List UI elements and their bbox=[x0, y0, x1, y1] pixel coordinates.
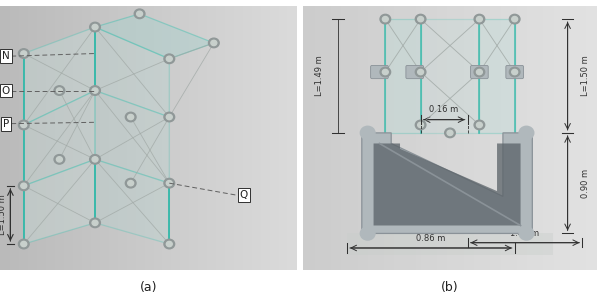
Circle shape bbox=[418, 69, 424, 75]
Circle shape bbox=[164, 112, 175, 122]
Circle shape bbox=[361, 126, 375, 139]
Circle shape bbox=[476, 16, 482, 22]
Circle shape bbox=[415, 120, 426, 130]
Circle shape bbox=[89, 22, 100, 32]
Circle shape bbox=[208, 38, 219, 48]
Circle shape bbox=[476, 69, 482, 75]
Circle shape bbox=[56, 157, 62, 162]
Circle shape bbox=[474, 67, 485, 77]
Polygon shape bbox=[24, 91, 95, 186]
Circle shape bbox=[21, 183, 27, 188]
Polygon shape bbox=[421, 19, 479, 133]
Circle shape bbox=[21, 122, 27, 128]
Circle shape bbox=[474, 120, 485, 130]
Circle shape bbox=[445, 128, 455, 138]
Circle shape bbox=[509, 67, 520, 77]
Circle shape bbox=[418, 16, 424, 22]
Circle shape bbox=[19, 181, 29, 191]
Circle shape bbox=[56, 88, 62, 93]
Circle shape bbox=[89, 218, 100, 228]
Polygon shape bbox=[374, 143, 521, 225]
FancyBboxPatch shape bbox=[470, 65, 488, 78]
FancyBboxPatch shape bbox=[406, 65, 424, 78]
Circle shape bbox=[19, 49, 29, 58]
Circle shape bbox=[166, 241, 172, 247]
Text: 1.42 m: 1.42 m bbox=[511, 229, 539, 238]
Text: (a): (a) bbox=[140, 281, 158, 294]
Text: L=1.49 m: L=1.49 m bbox=[314, 56, 323, 96]
Circle shape bbox=[92, 157, 98, 162]
Circle shape bbox=[164, 54, 175, 64]
FancyBboxPatch shape bbox=[506, 65, 523, 78]
Text: 0.86 m: 0.86 m bbox=[416, 234, 446, 243]
Polygon shape bbox=[24, 159, 95, 244]
Text: L=1.50 m: L=1.50 m bbox=[0, 195, 7, 235]
Circle shape bbox=[380, 14, 391, 24]
FancyBboxPatch shape bbox=[371, 65, 388, 78]
Polygon shape bbox=[362, 133, 532, 233]
Circle shape bbox=[382, 16, 388, 22]
Circle shape bbox=[19, 120, 29, 130]
Circle shape bbox=[21, 51, 27, 56]
Circle shape bbox=[509, 14, 520, 24]
Text: L=1.50 m: L=1.50 m bbox=[581, 56, 590, 96]
Polygon shape bbox=[24, 27, 95, 125]
Text: 0.16 m: 0.16 m bbox=[430, 105, 459, 113]
Circle shape bbox=[361, 227, 375, 240]
Circle shape bbox=[92, 88, 98, 93]
Polygon shape bbox=[347, 233, 553, 255]
Circle shape bbox=[418, 122, 424, 128]
Circle shape bbox=[512, 16, 518, 22]
Text: P: P bbox=[3, 118, 9, 129]
Circle shape bbox=[54, 86, 65, 95]
Polygon shape bbox=[479, 19, 515, 133]
Polygon shape bbox=[95, 159, 169, 244]
Circle shape bbox=[21, 241, 27, 247]
Circle shape bbox=[447, 130, 453, 136]
Circle shape bbox=[92, 24, 98, 30]
Circle shape bbox=[415, 14, 426, 24]
Circle shape bbox=[166, 114, 172, 120]
Circle shape bbox=[54, 155, 65, 164]
Circle shape bbox=[164, 239, 175, 249]
Polygon shape bbox=[95, 14, 214, 59]
Circle shape bbox=[125, 112, 136, 122]
Circle shape bbox=[19, 239, 29, 249]
Circle shape bbox=[211, 40, 217, 46]
Text: Q: Q bbox=[239, 190, 248, 200]
Circle shape bbox=[125, 178, 136, 188]
Circle shape bbox=[474, 14, 485, 24]
Circle shape bbox=[128, 114, 134, 120]
Circle shape bbox=[137, 11, 143, 16]
Circle shape bbox=[89, 155, 100, 164]
Circle shape bbox=[134, 9, 145, 19]
Circle shape bbox=[166, 56, 172, 61]
Circle shape bbox=[128, 181, 134, 186]
Text: N: N bbox=[2, 51, 10, 61]
Polygon shape bbox=[95, 91, 169, 183]
Text: (b): (b) bbox=[441, 281, 459, 294]
Circle shape bbox=[89, 86, 100, 95]
Circle shape bbox=[92, 220, 98, 225]
Polygon shape bbox=[385, 19, 421, 133]
Text: 0.90 m: 0.90 m bbox=[581, 168, 590, 198]
Text: O: O bbox=[2, 86, 10, 96]
Circle shape bbox=[415, 67, 426, 77]
Circle shape bbox=[380, 67, 391, 77]
Circle shape bbox=[164, 178, 175, 188]
Circle shape bbox=[166, 181, 172, 186]
Circle shape bbox=[519, 126, 534, 139]
Polygon shape bbox=[95, 27, 169, 117]
Circle shape bbox=[512, 69, 518, 75]
Circle shape bbox=[519, 227, 534, 240]
Circle shape bbox=[382, 69, 388, 75]
Circle shape bbox=[476, 122, 482, 128]
